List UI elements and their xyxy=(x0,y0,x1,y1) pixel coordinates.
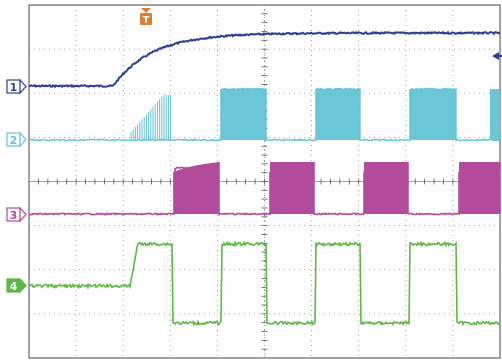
channel-2-pulse xyxy=(410,89,456,140)
trigger-arrow-icon xyxy=(141,8,151,13)
channel-3-burst xyxy=(459,162,500,214)
trigger-box xyxy=(140,13,152,25)
channel-1-label: 1 xyxy=(10,81,18,94)
channel-1-trace xyxy=(28,30,501,89)
channel-3-burst xyxy=(364,162,408,214)
channel-2-pulse xyxy=(490,89,500,140)
waveform-traces xyxy=(28,30,501,327)
channel-3-burst xyxy=(270,162,314,214)
channel-1-marker: 1 xyxy=(6,78,27,95)
burst-fills xyxy=(130,89,500,214)
channel-4-label: 4 xyxy=(10,280,18,293)
channel-3-label: 3 xyxy=(10,209,18,222)
channel-3-marker: 3 xyxy=(6,206,27,223)
trigger-label: T xyxy=(143,15,150,26)
channel-4-marker: 4 xyxy=(6,277,27,294)
channel-2-trace xyxy=(28,87,501,142)
channel-4-trace xyxy=(28,240,500,327)
channel-3-trace xyxy=(28,161,501,217)
channel-3-burst xyxy=(174,162,219,214)
channel-2-pulse xyxy=(221,89,266,140)
channel-2-pulse xyxy=(316,89,360,140)
trigger-marker: T xyxy=(140,8,152,26)
channel-2-marker: 2 xyxy=(6,131,27,148)
channel-2-label: 2 xyxy=(10,134,18,147)
